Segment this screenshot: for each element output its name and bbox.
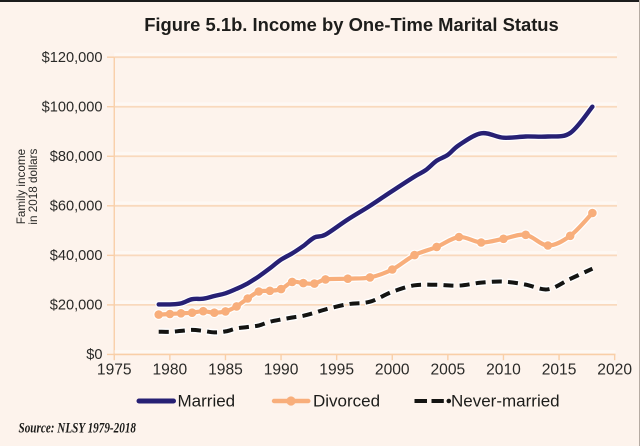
svg-text:$120,000: $120,000 [42, 50, 103, 66]
svg-text:2015: 2015 [542, 362, 577, 379]
svg-text:in 2018 dollars: in 2018 dollars [27, 148, 40, 224]
svg-text:Family income: Family income [15, 149, 28, 224]
svg-text:$40,000: $40,000 [50, 248, 103, 264]
svg-text:$100,000: $100,000 [42, 100, 103, 116]
svg-text:$0: $0 [86, 347, 102, 363]
svg-text:Never-married: Never-married [451, 392, 560, 411]
svg-text:1985: 1985 [208, 362, 243, 379]
svg-text:1975: 1975 [97, 362, 132, 379]
svg-text:$80,000: $80,000 [50, 149, 103, 165]
svg-text:2005: 2005 [431, 362, 466, 379]
svg-text:2020: 2020 [597, 362, 632, 379]
svg-text:1990: 1990 [264, 362, 299, 379]
svg-text:$60,000: $60,000 [50, 199, 103, 215]
svg-text:$20,000: $20,000 [50, 298, 103, 314]
svg-text:Married: Married [178, 392, 236, 411]
svg-text:1995: 1995 [319, 362, 354, 379]
svg-text:2010: 2010 [486, 362, 521, 379]
svg-text:Divorced: Divorced [313, 392, 380, 411]
svg-text:Source: NLSY 1979-2018: Source: NLSY 1979-2018 [19, 421, 137, 437]
svg-text:1980: 1980 [153, 362, 188, 379]
svg-text:Figure 5.1b. Income by One-Tim: Figure 5.1b. Income by One-Time Marital … [144, 14, 559, 35]
svg-text:2000: 2000 [375, 362, 410, 379]
